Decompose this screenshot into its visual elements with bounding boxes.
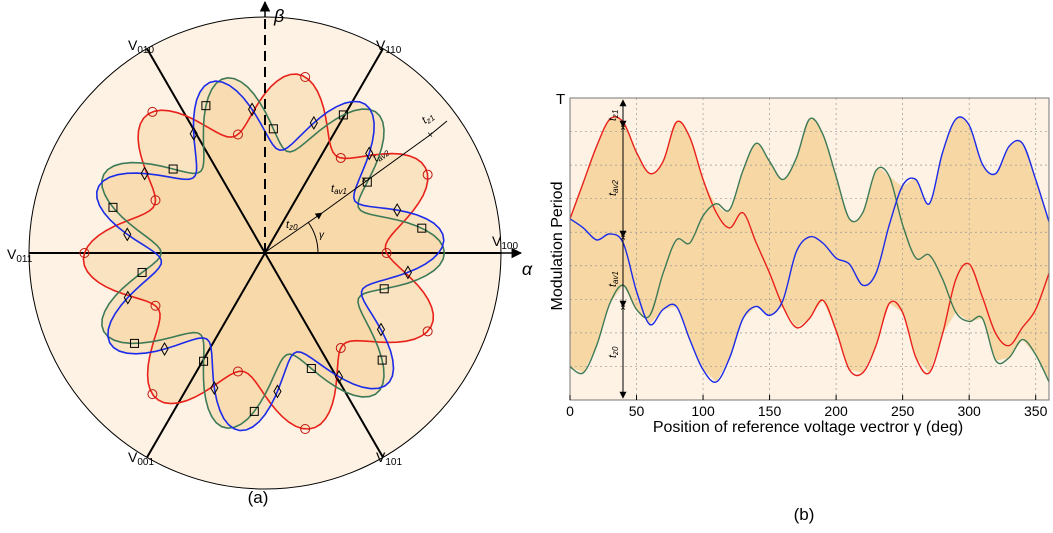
marker-square <box>137 267 147 277</box>
polar-curve-blue <box>95 80 445 432</box>
b-annot-tz0: tz0 <box>607 346 620 358</box>
vector-label-V110: V110 <box>376 37 402 56</box>
b-mark-1: × <box>620 123 626 134</box>
spoke-V001 <box>146 252 266 458</box>
series-blue <box>570 116 1049 383</box>
marker-diamond <box>273 384 282 399</box>
plot-frame <box>569 97 1050 401</box>
b-mark-2: × <box>620 233 626 244</box>
annot-gamma: γ <box>319 230 325 241</box>
b-annot-tz1: tz1 <box>607 109 620 121</box>
vector-label-V011: V011 <box>7 246 33 265</box>
marker-circle <box>232 129 243 140</box>
marker-circle <box>147 106 158 117</box>
beta-label: β <box>273 6 284 26</box>
marker-diamond <box>140 166 149 181</box>
panel-b-label: (b) <box>794 505 815 524</box>
marker-circle <box>79 248 90 258</box>
marker-circle <box>300 71 311 82</box>
y-axis-label: Modulation Period <box>549 182 566 311</box>
panel-a-label: (a) <box>248 488 269 507</box>
spoke-V101 <box>264 252 384 458</box>
polar-curve-red <box>82 73 435 430</box>
vector-label-V101: V101 <box>376 449 402 468</box>
gamma-arc <box>307 221 319 254</box>
b-mark-3: × <box>620 303 626 314</box>
spoke-V010 <box>146 48 266 254</box>
marker-circle <box>422 169 433 180</box>
marker-square <box>249 406 259 416</box>
marker-square <box>338 110 348 120</box>
marker-square <box>168 164 178 174</box>
marker-square <box>377 355 387 365</box>
marker-circle <box>150 195 161 206</box>
marker-diamond <box>309 115 318 130</box>
marker-square <box>108 202 118 212</box>
marker-circle <box>150 300 161 311</box>
marker-circle <box>422 326 433 337</box>
top-label: T <box>556 91 565 108</box>
band-fill <box>570 116 1049 382</box>
x-tick-label: 0 <box>566 403 574 419</box>
marker-circle <box>147 389 158 400</box>
marker-square <box>306 364 316 374</box>
vector-label-V100: V100 <box>492 233 518 252</box>
marker-square <box>362 177 372 187</box>
marker-diamond <box>403 265 413 280</box>
marker-diamond <box>210 381 219 396</box>
x-tick-label: 350 <box>1024 403 1048 419</box>
series-red <box>570 116 1049 377</box>
tz1-marker: × <box>427 130 433 141</box>
marker-diamond <box>365 146 374 161</box>
marker-diamond <box>189 126 198 141</box>
x-tick-label: 250 <box>891 403 915 419</box>
series-green <box>570 117 1049 383</box>
x-tick-label: 300 <box>957 403 981 419</box>
b-annot-tav2: tav2 <box>607 179 620 196</box>
polar-curve-green <box>101 76 446 430</box>
marker-diamond <box>334 369 344 384</box>
marker-square <box>268 124 278 134</box>
marker-circle <box>335 343 346 354</box>
annot-tz0: tz0 <box>286 219 298 232</box>
marker-square <box>417 223 427 233</box>
marker-diamond <box>123 290 132 305</box>
marker-circle <box>381 248 392 258</box>
marker-diamond <box>160 342 169 357</box>
polar-fill-blue <box>96 81 444 431</box>
x-tick-label: 150 <box>758 403 782 419</box>
tz1-arrow <box>429 120 448 136</box>
line-panel: 0 50 100 150 200 250 300 350 × × × tz1 tav2 tav… <box>549 91 1050 524</box>
x-tick-label: 200 <box>824 403 848 419</box>
tav-arrow <box>321 134 431 214</box>
tz0-arrow <box>266 212 323 252</box>
marker-diamond <box>376 322 386 337</box>
marker-diamond <box>393 203 402 218</box>
marker-diamond <box>247 102 257 117</box>
x-axis-label: Position of reference voltage vectror γ … <box>653 419 963 436</box>
marker-diamond <box>123 227 132 242</box>
b-annot-tav1: tav1 <box>607 271 620 287</box>
tav1-marker: × <box>361 175 367 186</box>
marker-square <box>199 356 209 366</box>
annot-tav1: tav1 <box>331 183 347 196</box>
x-tick-label: 100 <box>691 403 715 419</box>
marker-circle <box>300 424 311 435</box>
vector-label-V010: V010 <box>128 37 154 56</box>
vector-label-V001: V001 <box>128 449 154 468</box>
marker-square <box>130 338 140 348</box>
spoke-V110 <box>264 48 384 254</box>
alpha-label: α <box>522 259 533 279</box>
x-tick-label: 50 <box>629 403 645 419</box>
marker-square <box>379 284 389 294</box>
marker-circle <box>232 366 243 377</box>
marker-circle <box>335 152 346 163</box>
marker-square <box>201 101 211 111</box>
